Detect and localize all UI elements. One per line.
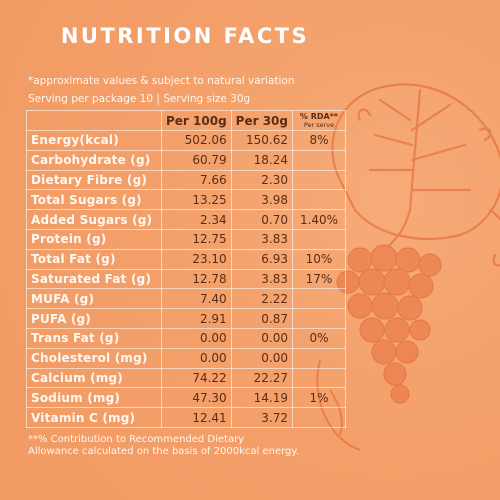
header-per-100g: Per 100g (161, 110, 232, 131)
nutrition-table: Per 100g Per 30g % RDA** Per serve Energ… (26, 110, 346, 428)
value-per-100g: 47.30 (161, 387, 232, 409)
header-per-30g: Per 30g (230, 110, 294, 131)
nutrient-name: Vitamin C (mg) (26, 407, 162, 428)
value-per-100g: 12.41 (161, 407, 232, 428)
value-per-100g: 7.40 (161, 288, 232, 310)
value-rda: 17% (292, 268, 346, 290)
nutrient-name: Energy(kcal) (26, 130, 162, 151)
table-row: Total Fat (g) 23.10 6.93 10% (26, 248, 346, 270)
value-per-30g: 18.24 (230, 149, 294, 171)
value-rda (292, 149, 346, 171)
value-per-100g: 0.00 (161, 327, 232, 349)
table-row: Dietary Fibre (g) 7.66 2.30 (26, 169, 346, 191)
value-rda (292, 169, 346, 191)
footnote: **% Contribution to Recommended Dietary … (28, 434, 299, 458)
value-rda: 0% (292, 327, 346, 349)
value-per-100g: 502.06 (161, 130, 232, 151)
table-body: Energy(kcal) 502.06 150.62 8% Carbohydrate (… (26, 130, 346, 428)
value-per-30g: 3.83 (230, 228, 294, 250)
table-row: PUFA (g) 2.91 0.87 (26, 308, 346, 329)
value-per-30g: 0.00 (230, 327, 294, 349)
nutrient-name: Saturated Fat (g) (26, 268, 162, 290)
value-rda: 1% (292, 387, 346, 409)
value-per-30g: 0.87 (230, 308, 294, 329)
nutrient-name: Sodium (mg) (26, 387, 162, 409)
value-per-30g: 0.00 (230, 347, 294, 369)
value-per-30g: 14.19 (230, 387, 294, 409)
nutrient-name: Calcium (mg) (26, 367, 162, 389)
value-rda (292, 407, 346, 428)
value-per-30g: 0.70 (230, 209, 294, 230)
value-rda (292, 288, 346, 310)
table-header-row: Per 100g Per 30g % RDA** Per serve (26, 110, 346, 131)
value-per-100g: 60.79 (161, 149, 232, 171)
nutrient-name: PUFA (g) (26, 308, 162, 329)
value-per-30g: 22.27 (230, 367, 294, 389)
approximation-note: *approximate values & subject to natural… (28, 75, 295, 87)
nutrient-name: Total Sugars (g) (26, 189, 162, 211)
value-per-30g: 150.62 (230, 130, 294, 151)
footnote-line-2: Allowance calculated on the basis of 200… (28, 446, 300, 457)
value-per-100g: 13.25 (161, 189, 232, 211)
nutrient-name: Trans Fat (g) (26, 327, 162, 349)
table-row: Carbohydrate (g) 60.79 18.24 (26, 149, 346, 171)
table-row: Trans Fat (g) 0.00 0.00 0% (26, 327, 346, 349)
value-per-30g: 2.30 (230, 169, 294, 191)
nutrient-name: Protein (g) (26, 228, 162, 250)
nutrient-name: Cholesterol (mg) (26, 347, 162, 369)
page-title: NUTRITION FACTS (60, 24, 310, 48)
header-rda: % RDA** Per serve (292, 110, 346, 131)
header-rda-sub: Per serve (303, 120, 335, 129)
value-per-100g: 74.22 (161, 367, 232, 389)
value-per-30g: 3.83 (230, 268, 294, 290)
value-rda: 8% (292, 130, 346, 151)
header-nutrient (26, 110, 162, 131)
value-per-100g: 7.66 (161, 169, 232, 191)
serving-info: Serving per package 10 | Serving size 30… (28, 93, 251, 105)
table-row: Added Sugars (g) 2.34 0.70 1.40% (26, 209, 346, 230)
value-per-30g: 3.98 (230, 189, 294, 211)
nutrient-name: Carbohydrate (g) (26, 149, 162, 171)
table-row: Protein (g) 12.75 3.83 (26, 228, 346, 250)
value-rda: 10% (292, 248, 346, 270)
value-per-100g: 0.00 (161, 347, 232, 369)
nutrient-name: Total Fat (g) (26, 248, 162, 270)
table-row: Calcium (mg) 74.22 22.27 (26, 367, 346, 389)
table-row: Cholesterol (mg) 0.00 0.00 (26, 347, 346, 369)
table-row: Saturated Fat (g) 12.78 3.83 17% (26, 268, 346, 290)
value-per-100g: 2.34 (161, 209, 232, 230)
table-row: MUFA (g) 7.40 2.22 (26, 288, 346, 310)
value-per-100g: 12.75 (161, 228, 232, 250)
nutrient-name: Dietary Fibre (g) (26, 169, 162, 191)
value-per-100g: 12.78 (161, 268, 232, 290)
value-rda (292, 189, 346, 211)
value-rda: 1.40% (292, 209, 346, 230)
footnote-line-1: **% Contribution to Recommended Dietary (28, 434, 245, 445)
table-row: Vitamin C (mg) 12.41 3.72 (26, 407, 346, 428)
value-rda (292, 308, 346, 329)
value-rda (292, 367, 346, 389)
table-row: Sodium (mg) 47.30 14.19 1% (26, 387, 346, 409)
nutrient-name: MUFA (g) (26, 288, 162, 310)
header-rda-label: % RDA** (299, 111, 339, 121)
value-rda (292, 347, 346, 369)
value-per-30g: 2.22 (230, 288, 294, 310)
value-per-100g: 23.10 (161, 248, 232, 270)
table-row: Total Sugars (g) 13.25 3.98 (26, 189, 346, 211)
value-rda (292, 228, 346, 250)
nutrient-name: Added Sugars (g) (26, 209, 162, 230)
table-row: Energy(kcal) 502.06 150.62 8% (26, 130, 346, 151)
value-per-30g: 6.93 (230, 248, 294, 270)
value-per-100g: 2.91 (161, 308, 232, 329)
value-per-30g: 3.72 (230, 407, 294, 428)
